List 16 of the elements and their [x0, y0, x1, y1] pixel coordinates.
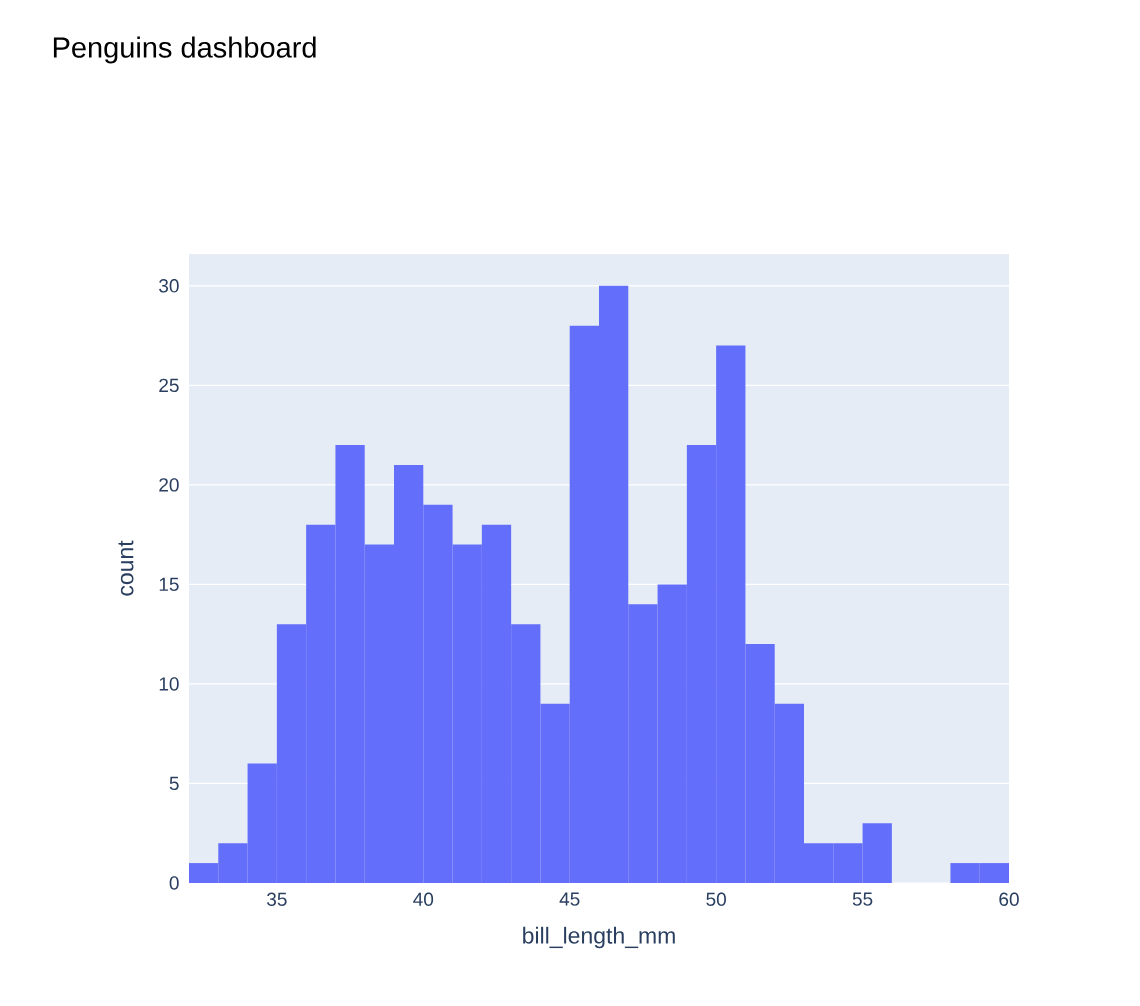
- y-tick-label: 30: [159, 279, 179, 293]
- x-tick-label: 40: [413, 892, 434, 906]
- chart-title: Penguins dashboard: [53, 36, 316, 64]
- y-tick-label: 5: [169, 776, 179, 791]
- y-tick-label: 25: [159, 378, 179, 393]
- x-tick-label: 50: [706, 892, 726, 906]
- x-tick-label: 45: [559, 892, 580, 906]
- y-tick-label: 0: [169, 876, 179, 890]
- y-tick-label: 10: [159, 677, 179, 691]
- y-axis-title: count: [118, 540, 134, 596]
- x-tick-label: 60: [999, 892, 1019, 906]
- y-tick-label: 15: [159, 577, 179, 592]
- y-tick-label: 20: [159, 478, 179, 492]
- x-axis-title: bill_length_mm: [523, 926, 675, 949]
- x-tick-label: 55: [852, 892, 873, 906]
- x-tick-label: 35: [267, 892, 287, 906]
